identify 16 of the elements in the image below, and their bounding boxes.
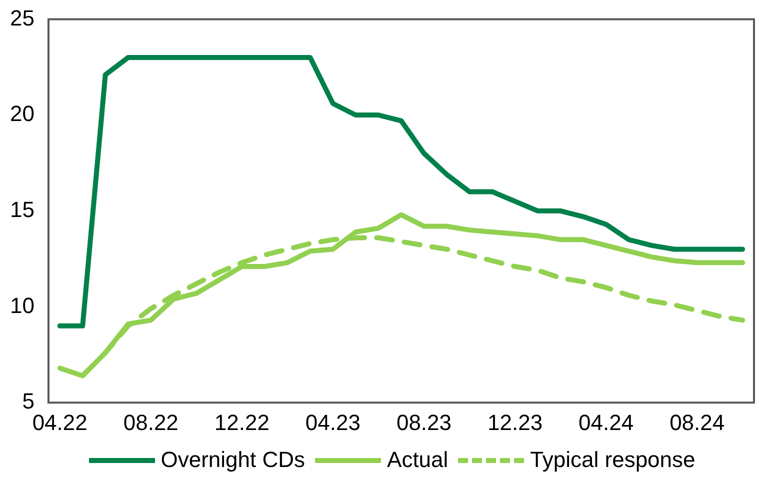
legend-label: Typical response xyxy=(530,447,696,473)
y-tick-label: 5 xyxy=(22,388,34,414)
x-tick-label: 04.23 xyxy=(305,410,360,435)
legend-label: Actual xyxy=(387,447,448,473)
legend-label: Overnight CDs xyxy=(160,447,306,473)
y-tick-label: 15 xyxy=(10,196,34,222)
x-tick-label: 08.24 xyxy=(670,410,725,435)
x-tick-label: 08.23 xyxy=(396,410,452,435)
x-tick-label: 04.22 xyxy=(32,410,88,435)
x-tick-label: 12.22 xyxy=(214,410,270,435)
y-tick-label: 20 xyxy=(10,101,34,126)
x-tick-label: 12.23 xyxy=(488,410,543,435)
y-tick-label: 25 xyxy=(10,5,34,30)
x-tick-label: 04.24 xyxy=(578,410,634,435)
x-tick-label: 08.22 xyxy=(123,410,178,435)
y-tick-label: 10 xyxy=(10,292,34,318)
